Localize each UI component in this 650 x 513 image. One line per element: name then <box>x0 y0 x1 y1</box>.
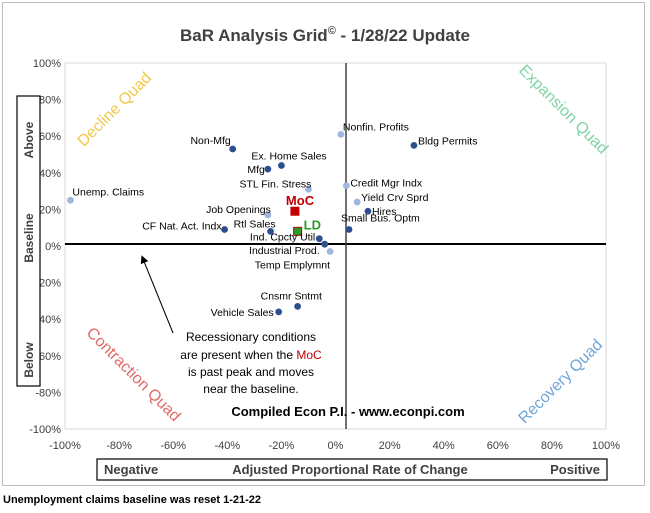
ld-marker <box>293 226 303 236</box>
data-point <box>229 145 237 153</box>
annotation-line-3: is past peak and moves <box>188 365 314 379</box>
annotation-line-2: are present when the MoC <box>180 348 322 362</box>
x-tick-label: 80% <box>541 440 563 452</box>
data-points <box>67 130 418 316</box>
data-point <box>221 226 228 233</box>
x-label-positive: Positive <box>550 462 600 477</box>
ld-label: LD <box>304 217 321 232</box>
y-axis-label-box <box>16 95 41 387</box>
data-point <box>264 165 272 173</box>
y-tick-label: -40% <box>35 314 61 326</box>
data-point <box>345 226 353 233</box>
scatter-chart: BaR Analysis Grid© - 1/28/22 Update -100… <box>16 25 620 481</box>
data-point-label: Ex. Home Sales <box>251 150 326 162</box>
data-point <box>410 141 418 149</box>
data-point-label: Job Openings <box>206 204 271 216</box>
x-tick-labels: -100% -80% -60% -40% -20% 0% 20% 40% 60% 80% 100% <box>49 440 620 452</box>
annotation-line-1: Recessionary conditions <box>186 330 316 344</box>
data-point-label: Unemp. Claims <box>72 186 144 198</box>
y-tick-label: -100% <box>29 424 61 436</box>
data-point-label: Mfg <box>247 164 265 176</box>
y-label-above: Above <box>22 121 36 158</box>
data-point-label: Vehicle Sales <box>211 307 274 319</box>
data-point-label: Rtl Sales <box>234 218 276 230</box>
x-tick-label: 20% <box>379 440 401 452</box>
x-tick-label: 100% <box>592 440 620 452</box>
plot-area-border <box>64 62 607 430</box>
data-point <box>353 198 361 206</box>
data-point <box>278 162 285 169</box>
x-label-main: Adjusted Proportional Rate of Change <box>232 462 467 477</box>
grid <box>64 62 607 430</box>
moc-marker <box>290 206 300 216</box>
data-point-label: Temp Emplymnt <box>255 259 330 271</box>
x-tick-label: -80% <box>106 440 132 452</box>
chart-title-suffix: - 1/28/22 Update <box>336 26 470 45</box>
expansion-quad-label: Expansion Quad <box>515 62 611 158</box>
x-tick-label: -40% <box>214 440 240 452</box>
x-tick-label: 60% <box>487 440 509 452</box>
y-tick-label: 80% <box>39 95 61 107</box>
recession-annotation: Recessionary conditions are present when… <box>180 330 322 396</box>
y-tick-label: -20% <box>35 278 61 290</box>
chart-title-mark: © <box>328 25 336 37</box>
data-point <box>321 240 329 248</box>
data-point <box>275 308 283 316</box>
data-point <box>267 227 274 235</box>
y-label-below: Below <box>22 342 36 378</box>
recovery-quad-label: Recovery Quad <box>516 337 607 428</box>
data-point <box>337 130 345 138</box>
data-point-label: Hires <box>372 206 397 218</box>
data-point <box>67 196 74 204</box>
annotation-moc: MoC <box>296 348 322 362</box>
data-point <box>294 302 302 310</box>
data-point-labels: Non-Mfg Ex. Home Sales Mfg STL Fin. Stress U… <box>72 121 477 319</box>
annotation-line-4: near the baseline. <box>203 382 298 396</box>
y-tick-label: 40% <box>39 168 61 180</box>
data-point-label: Small Bus. Optm <box>341 213 420 225</box>
data-point-label: CF Nat. Act. Indx <box>142 221 222 233</box>
y-tick-label: 60% <box>39 131 61 143</box>
y-tick-label: 20% <box>39 204 61 216</box>
x-axis-label-box <box>96 458 608 481</box>
moc-label: MoC <box>286 193 315 208</box>
x-label-negative: Negative <box>104 462 158 477</box>
data-point-label: Yield Crv Sprd <box>361 192 428 204</box>
x-tick-label: 0% <box>328 440 344 452</box>
data-point-label: Industrial Prod. <box>249 245 320 257</box>
y-tick-label: -80% <box>35 387 61 399</box>
y-tick-label: 100% <box>33 58 61 70</box>
y-tick-labels: 100% 80% 60% 40% 20% 0% -20% -40% -60% -80% -100% <box>29 58 61 436</box>
decline-quad-label: Decline Quad <box>75 70 156 151</box>
data-point <box>364 207 372 215</box>
data-point <box>342 182 350 190</box>
x-tick-label: -60% <box>160 440 186 452</box>
data-point-label: STL Fin. Stress <box>239 178 311 190</box>
x-tick-label: -20% <box>269 440 295 452</box>
annotation-arrow <box>140 255 174 334</box>
chart-title-main: BaR Analysis Grid <box>180 26 328 45</box>
data-point <box>326 248 334 255</box>
data-point-label: Credit Mgr Indx <box>350 178 423 190</box>
data-point-label: Bldg Permits <box>418 135 478 147</box>
data-point <box>305 185 312 193</box>
data-point <box>315 235 323 243</box>
x-tick-label: 40% <box>433 440 455 452</box>
data-point <box>264 211 272 219</box>
data-point-label: Cnsmr Sntmt <box>261 290 322 302</box>
data-point-label: Ind. Cpcty Util <box>250 232 315 244</box>
chart-frame: BaR Analysis Grid© - 1/28/22 Update -100… <box>2 2 645 486</box>
data-point-label: Nonfin. Profits <box>343 121 409 133</box>
credit-text: Compiled Econ P.I. - www.econpi.com <box>231 404 464 419</box>
x-tick-label: -100% <box>49 440 81 452</box>
footnote: Unemployment claims baseline was reset 1… <box>3 494 262 506</box>
data-point-label: Non-Mfg <box>190 135 230 147</box>
y-tick-label: 0% <box>45 241 61 253</box>
contraction-quad-label: Contraction Quad <box>83 324 184 425</box>
y-tick-label: -60% <box>35 351 61 363</box>
chart-title: BaR Analysis Grid© - 1/28/22 Update <box>180 25 470 45</box>
y-label-baseline: Baseline <box>22 213 36 263</box>
